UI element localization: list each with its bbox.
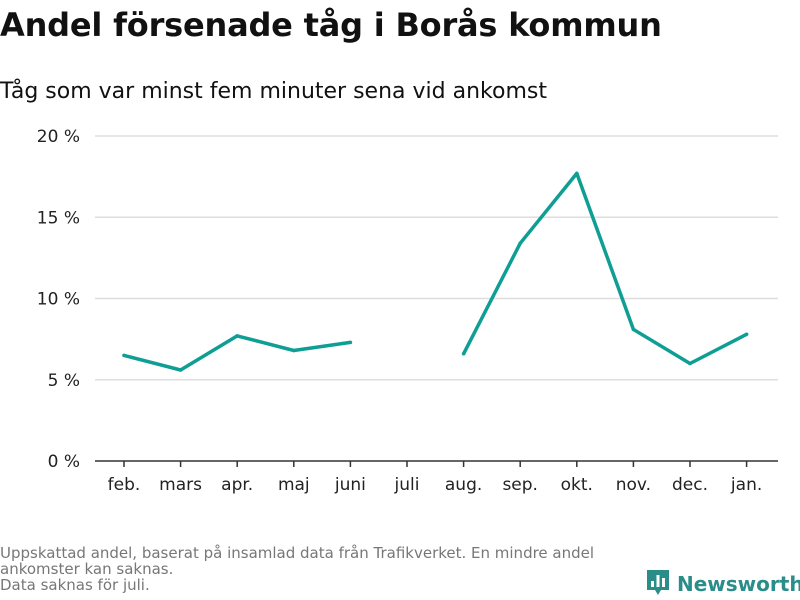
x-tick-label: juli [394, 475, 420, 495]
x-axis [95, 460, 778, 467]
y-axis-tick-labels: 0 % 5 % 10 % 15 % 20 % [37, 127, 80, 472]
x-tick-label: okt. [561, 475, 593, 495]
footnote-line-2: Data saknas för juli. [0, 576, 150, 594]
chart-subtitle: Tåg som var minst fem minuter sena vid a… [0, 79, 547, 104]
x-tick-label: feb. [108, 475, 141, 495]
y-tick-label: 5 % [48, 371, 80, 391]
x-tick-label: aug. [445, 475, 482, 495]
y-tick-label: 15 % [37, 208, 80, 228]
brand-logo: Newsworthy [645, 568, 800, 600]
series-line [462, 171, 748, 366]
series-line [123, 334, 351, 372]
chart-title: Andel försenade tåg i Borås kommun [0, 6, 662, 44]
x-tick-label: mars [159, 475, 202, 495]
bar-chart-logo-icon [645, 568, 671, 600]
footnote: Uppskattad andel, baserat på insamlad da… [0, 545, 630, 593]
brand-name: Newsworthy [677, 572, 800, 596]
data-point [348, 340, 353, 345]
x-tick-label: dec. [672, 475, 708, 495]
x-tick-label: nov. [616, 475, 651, 495]
data-point [461, 351, 466, 356]
data-point [235, 334, 239, 338]
data-point [292, 348, 296, 353]
y-tick-label: 10 % [37, 290, 80, 310]
data-point [122, 353, 126, 358]
y-tick-label: 0 % [48, 452, 80, 472]
footnote-line-1: Uppskattad andel, baserat på insamlad da… [0, 544, 595, 578]
data-point [575, 171, 579, 176]
grid-lines [95, 135, 778, 381]
x-tick-label: juni [334, 475, 366, 495]
line-chart: 0 % 5 % 10 % 15 % 20 % feb. mars apr. maj juni ju… [37, 127, 778, 495]
series-lines [122, 171, 749, 372]
x-tick-label: sep. [502, 475, 538, 495]
x-tick-label: apr. [221, 475, 253, 495]
data-point [518, 241, 522, 246]
y-tick-label: 20 % [37, 127, 80, 147]
x-axis-tick-labels: feb. mars apr. maj juni juli aug. sep. okt. nov. d… [108, 475, 763, 495]
x-tick-label: maj [278, 475, 310, 495]
data-point [178, 368, 183, 372]
data-point [744, 332, 749, 337]
x-tick-label: jan. [730, 475, 762, 495]
data-point [688, 361, 692, 366]
data-point [631, 327, 636, 332]
